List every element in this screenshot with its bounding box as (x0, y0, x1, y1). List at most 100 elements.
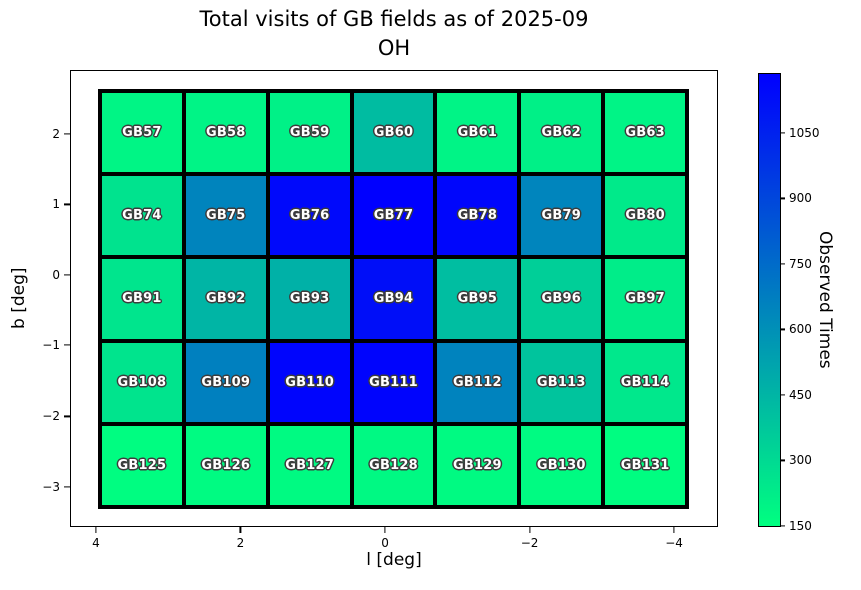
x-axis-tick (95, 526, 97, 533)
colorbar-tick (780, 394, 785, 396)
heatmap-cell: GB93 (269, 259, 350, 339)
y-axis-tick-label: 2 (52, 126, 60, 141)
cell-label: GB79 (541, 208, 581, 224)
heatmap-cell: GB76 (269, 176, 350, 256)
heatmap-cell: GB80 (605, 176, 686, 256)
cell-label: GB61 (457, 125, 498, 141)
chart-title: Total visits of GB fields as of 2025-09 (199, 7, 589, 31)
heatmap-cell: GB63 (605, 92, 686, 173)
colorbar-tick (780, 197, 785, 200)
y-axis-tick (64, 486, 71, 488)
colorbar-tick (780, 525, 785, 527)
y-axis-tick-label: −2 (42, 409, 60, 424)
x-axis-tick (673, 526, 675, 533)
heatmap-cell: GB126 (185, 425, 266, 506)
y-axis-tick (64, 415, 71, 418)
cell-label: GB59 (289, 125, 330, 141)
x-axis-tick-label: 0 (381, 536, 389, 550)
x-axis-tick (384, 526, 386, 533)
heatmap-cell: GB129 (437, 425, 518, 506)
cell-label: GB60 (373, 125, 414, 141)
y-axis-tick (64, 344, 71, 346)
x-axis-tick-label: −4 (665, 536, 683, 550)
heatmap-grid: GB57 GB58 GB59 GB60 GB61 GB62 GB63 GB74 GB75 GB76… (97, 88, 690, 510)
heatmap-cell: GB91 (101, 259, 182, 339)
cell-label: GB76 (289, 208, 330, 224)
colorbar-tick-label: 150 (789, 519, 812, 533)
x-axis-label: l [deg] (366, 550, 422, 570)
cell-label: GB130 (536, 457, 586, 473)
y-axis-tick (64, 274, 71, 276)
heatmap-cell: GB113 (521, 342, 602, 422)
colorbar-tick-label: 750 (789, 256, 812, 271)
heatmap-cell: GB61 (437, 92, 518, 173)
colorbar-tick (780, 263, 785, 265)
heatmap-cell: GB130 (521, 425, 602, 506)
cell-label: GB126 (201, 457, 251, 473)
heatmap-cell: GB128 (353, 425, 434, 506)
heatmap-cell: GB96 (521, 259, 602, 339)
heatmap-cell: GB78 (437, 176, 518, 256)
cell-label: GB110 (285, 374, 334, 390)
cell-label: GB62 (541, 125, 581, 141)
heatmap-cell: GB94 (353, 259, 434, 339)
cell-label: GB113 (536, 374, 586, 390)
x-axis-tick (239, 526, 242, 533)
heatmap-cell: GB127 (269, 425, 350, 506)
cell-label: GB114 (620, 374, 670, 390)
cell-label: GB92 (206, 291, 246, 307)
colorbar: 1050 900 750 600 450 300 150 (758, 73, 820, 533)
cell-label: GB131 (620, 457, 670, 473)
heatmap-cell: GB109 (185, 342, 266, 422)
cell-label: GB97 (625, 291, 665, 307)
cell-label: GB127 (285, 457, 334, 473)
colorbar-tick-label: 1050 (789, 125, 820, 140)
heatmap-cell: GB112 (437, 342, 518, 422)
colorbar-tick-label: 450 (789, 387, 812, 402)
heatmap-cell: GB74 (101, 176, 182, 256)
heatmap-cell: GB114 (605, 342, 686, 422)
x-axis-tick-label: −2 (520, 536, 539, 550)
cell-label: GB112 (453, 374, 502, 390)
cell-label: GB128 (369, 457, 418, 473)
x-axis-tick (529, 526, 531, 533)
cell-label: GB80 (625, 208, 665, 224)
colorbar-tick (780, 328, 785, 331)
cell-label: GB95 (457, 291, 498, 307)
cell-label: GB93 (289, 291, 330, 307)
chart-subtitle: OH (377, 36, 411, 60)
heatmap-cell: GB111 (353, 342, 434, 422)
heatmap-cell: GB58 (185, 92, 266, 173)
heatmap-cell: GB110 (269, 342, 350, 422)
cell-label: GB57 (122, 125, 162, 141)
cell-label: GB91 (122, 291, 162, 307)
y-axis-tick (64, 203, 71, 205)
cell-label: GB75 (206, 208, 246, 224)
colorbar-tick (780, 459, 785, 462)
cell-label: GB96 (541, 291, 581, 307)
heatmap-cell: GB60 (353, 92, 434, 173)
y-axis-tick (64, 133, 71, 135)
heatmap-cell: GB108 (101, 342, 182, 422)
heatmap-cell: GB95 (437, 259, 518, 339)
heatmap-cell: GB131 (605, 425, 686, 506)
colorbar-tick-label: 600 (789, 322, 812, 337)
cell-label: GB63 (625, 125, 665, 141)
heatmap-cell: GB125 (101, 425, 182, 506)
y-axis-label: b [deg] (9, 267, 29, 330)
x-axis-tick-label: 2 (236, 536, 245, 550)
colorbar-label: Observed Times (815, 231, 835, 369)
cell-label: GB108 (117, 374, 167, 390)
heatmap-cell: GB59 (269, 92, 350, 173)
y-axis-tick-label: 0 (52, 268, 60, 283)
heatmap-cell: GB79 (521, 176, 602, 256)
cell-label: GB94 (373, 291, 414, 307)
cell-label: GB129 (453, 457, 502, 473)
x-axis-tick-label: 4 (92, 536, 100, 550)
colorbar-tick-label: 900 (789, 191, 812, 206)
y-axis-tick-label: 1 (52, 197, 60, 212)
heatmap-cell: GB62 (521, 92, 602, 173)
colorbar-tick (780, 132, 785, 134)
colorbar-gradient (759, 74, 780, 526)
